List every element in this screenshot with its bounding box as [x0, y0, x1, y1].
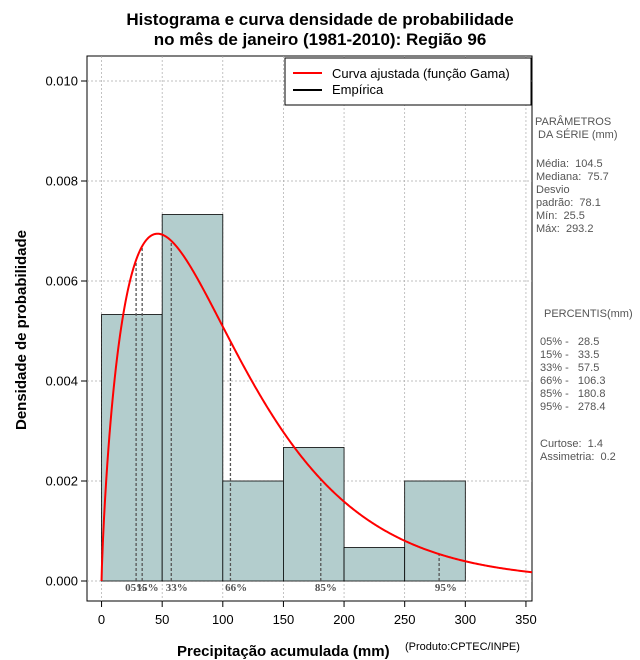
x-tick-label: 250 — [394, 612, 416, 627]
y-tick-label: 0.008 — [45, 174, 78, 189]
product-credit: (Produto:CPTEC/INPE) — [405, 641, 520, 653]
histogram-bars — [101, 214, 466, 582]
gamma-curve — [100, 232, 533, 582]
x-tick-label: 0 — [98, 612, 105, 627]
x-axis: 0 50 100 150 200 250 300 350 — [98, 601, 537, 627]
histogram-bar — [343, 547, 406, 582]
histogram-bar — [404, 480, 466, 582]
x-tick-label: 350 — [515, 612, 537, 627]
x-tick-label: 200 — [333, 612, 355, 627]
chart-title: Histograma e curva densidade de probabil… — [126, 10, 514, 29]
y-tick-label: 0.002 — [45, 474, 78, 489]
percentil-15: 15% - 33.5 — [540, 349, 600, 361]
percentile-label: 15% — [137, 582, 159, 594]
y-tick-label: 0.000 — [45, 574, 78, 589]
percentil-66: 66% - 106.3 — [540, 375, 606, 387]
legend-empirical-label: Empírica — [332, 82, 384, 97]
histogram-bar — [283, 447, 345, 582]
percentil-05: 05% - 28.5 — [540, 336, 600, 348]
y-axis: 0.000 0.002 0.004 0.006 0.008 0.010 — [45, 74, 87, 589]
percentile-labels: 05%15% 33% 66% 85% 95% — [125, 582, 457, 594]
y-tick-label: 0.010 — [45, 74, 78, 89]
x-tick-label: 100 — [212, 612, 234, 627]
params-header: PARÂMETROS — [535, 116, 612, 128]
x-tick-label: 150 — [273, 612, 295, 627]
legend: Curva ajustada (função Gama) Empírica — [284, 57, 532, 106]
percentile-label: 33% — [166, 582, 188, 594]
y-tick-label: 0.004 — [45, 374, 78, 389]
x-axis-label: Precipitação acumulada (mm) — [177, 643, 390, 660]
stat-mediana: Mediana: 75.7 — [536, 171, 609, 183]
percentile-label: 66% — [225, 582, 247, 594]
histogram-bar — [222, 480, 284, 582]
stat-desvio-label: Desvio — [536, 184, 570, 196]
y-tick-label: 0.006 — [45, 274, 78, 289]
stat-min: Mín: 25.5 — [536, 210, 585, 222]
percentile-label: 05% — [125, 582, 147, 594]
percentis-header: PERCENTIS(mm) — [544, 308, 633, 320]
x-tick-label: 50 — [155, 612, 169, 627]
stat-max: Máx: 293.2 — [536, 223, 594, 235]
plot-frame — [86, 55, 533, 602]
chart-subtitle: no mês de janeiro (1981-2010): Região 96 — [153, 30, 487, 49]
percentile-label: 95% — [435, 582, 457, 594]
stat-desvio: padrão: 78.1 — [536, 197, 601, 209]
y-axis-label: Densidade de probabilidade — [13, 230, 30, 430]
histogram-bar — [101, 314, 163, 582]
histogram-bar — [161, 214, 224, 582]
percentil-85: 85% - 180.8 — [540, 388, 606, 400]
legend-curve-label: Curva ajustada (função Gama) — [332, 66, 510, 81]
stat-assimetria: Assimetria: 0.2 — [540, 451, 616, 463]
params-header-unit: DA SÉRIE (mm) — [535, 129, 618, 141]
x-tick-label: 300 — [454, 612, 476, 627]
stat-curtose: Curtose: 1.4 — [540, 438, 603, 450]
percentile-lines — [135, 240, 440, 581]
percentile-label: 85% — [315, 582, 337, 594]
percentil-33: 33% - 57.5 — [540, 362, 600, 374]
percentil-95: 95% - 278.4 — [540, 401, 606, 413]
stat-media: Média: 104.5 — [536, 158, 603, 170]
